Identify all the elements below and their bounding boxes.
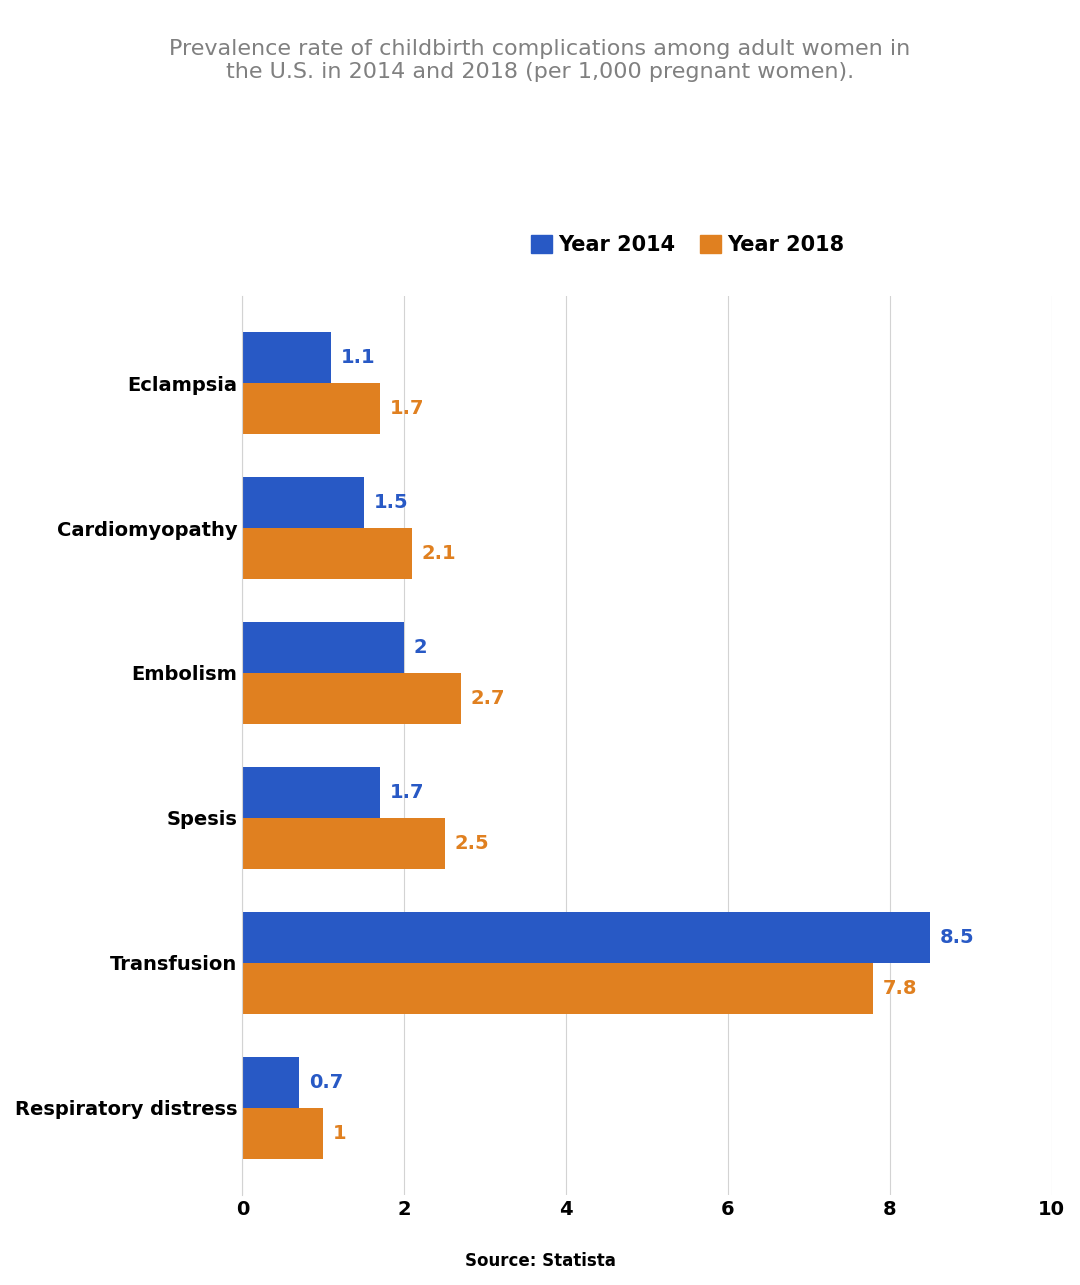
Text: 1.7: 1.7 <box>390 783 424 802</box>
Bar <box>242 477 364 528</box>
Bar <box>242 912 930 962</box>
Bar <box>242 383 380 434</box>
Text: 1.1: 1.1 <box>341 348 376 368</box>
Text: 1: 1 <box>333 1123 347 1142</box>
Text: 2.1: 2.1 <box>422 544 457 563</box>
Text: 2: 2 <box>414 639 428 657</box>
Bar <box>242 528 413 578</box>
Bar <box>242 1108 323 1159</box>
Bar <box>242 622 404 673</box>
Text: 1.5: 1.5 <box>374 493 408 513</box>
Text: 8.5: 8.5 <box>940 928 974 947</box>
Legend: Year 2014, Year 2018: Year 2014, Year 2018 <box>530 235 845 256</box>
Text: 2.7: 2.7 <box>471 689 505 708</box>
Bar <box>242 962 874 1014</box>
Text: 1.7: 1.7 <box>390 398 424 418</box>
Text: 7.8: 7.8 <box>883 979 918 997</box>
Bar <box>242 333 332 383</box>
Bar <box>242 1058 299 1108</box>
Text: Source: Statista: Source: Statista <box>464 1252 616 1270</box>
Text: 0.7: 0.7 <box>309 1073 343 1092</box>
Text: Prevalence rate of childbirth complications among adult women in
the U.S. in 201: Prevalence rate of childbirth complicati… <box>170 39 910 82</box>
Bar <box>242 767 380 819</box>
Bar <box>242 819 445 869</box>
Bar <box>242 673 461 723</box>
Text: 2.5: 2.5 <box>455 834 489 853</box>
